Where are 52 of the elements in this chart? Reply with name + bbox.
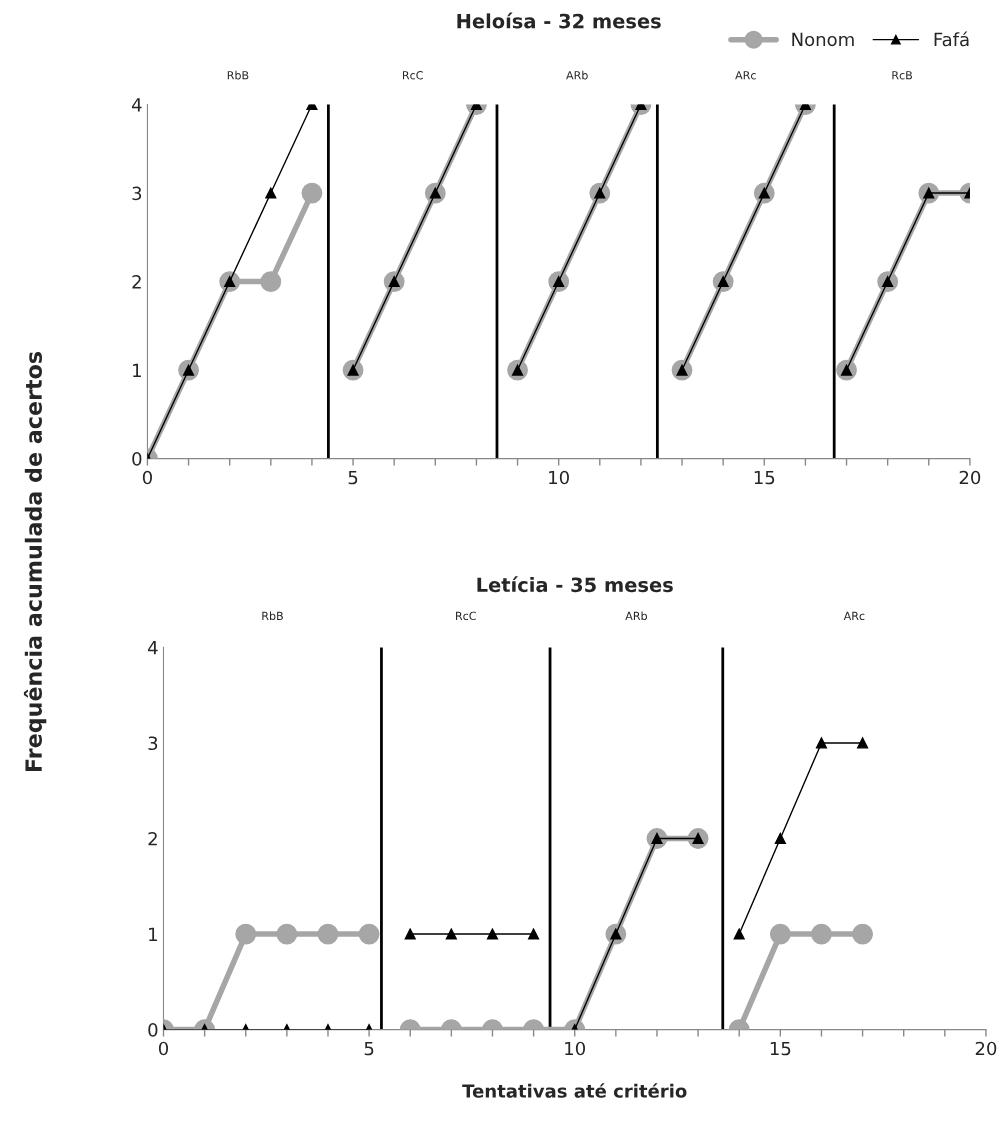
x-tick-label: 10 <box>565 1041 586 1056</box>
point <box>235 923 257 945</box>
y-axis-title: Frequência acumulada de acertos <box>23 351 47 772</box>
x-tick-label: 5 <box>348 470 358 485</box>
point <box>265 187 277 199</box>
point <box>857 737 869 749</box>
y-tick-label: 2 <box>132 275 141 289</box>
y-tick-label: 4 <box>131 98 142 112</box>
point <box>276 923 298 945</box>
point <box>733 928 745 940</box>
text: RbB <box>227 70 249 80</box>
x-axis-title: Tentativas até critério <box>462 1083 687 1098</box>
x-tick-label: 20 <box>959 470 981 485</box>
x-tick-label: 15 <box>770 1041 791 1056</box>
x-tick-label: 15 <box>754 470 775 485</box>
point <box>404 928 416 940</box>
point <box>358 923 380 945</box>
legend-label: Fafá <box>934 31 969 47</box>
legend-label: Nonom <box>792 32 854 47</box>
text: RcC <box>402 71 423 80</box>
y-tick-label: 3 <box>132 186 142 201</box>
point <box>769 923 791 945</box>
text: ARb <box>566 70 588 80</box>
y-tick-label: 2 <box>148 831 157 846</box>
point <box>774 832 786 845</box>
text: RbB <box>262 611 283 621</box>
x-tick-label: 5 <box>364 1041 374 1056</box>
x-tick-label: 10 <box>549 470 569 485</box>
text: ARb <box>625 611 647 621</box>
point <box>528 928 540 940</box>
point <box>811 923 832 945</box>
point <box>260 271 282 292</box>
point <box>486 928 499 940</box>
point <box>445 928 457 940</box>
text: ARc <box>735 71 756 80</box>
x-tick-label: 20 <box>975 1041 997 1056</box>
chart-title: Heloísa - 32 meses <box>457 12 661 29</box>
text: RcB <box>892 71 912 80</box>
text: RcC <box>456 611 476 621</box>
y-tick-label: 3 <box>148 736 158 751</box>
y-tick-label: 0 <box>132 452 142 466</box>
y-tick-label: 1 <box>149 927 157 941</box>
point <box>852 923 873 945</box>
chart-title: Letícia - 35 meses <box>477 576 673 593</box>
x-tick-label: 0 <box>158 1041 169 1056</box>
y-tick-label: 0 <box>148 1023 158 1037</box>
point <box>301 182 323 204</box>
point <box>317 923 339 945</box>
point <box>815 737 828 749</box>
y-tick-label: 1 <box>133 363 141 377</box>
y-tick-label: 4 <box>148 641 158 655</box>
text: ARc <box>843 611 865 621</box>
